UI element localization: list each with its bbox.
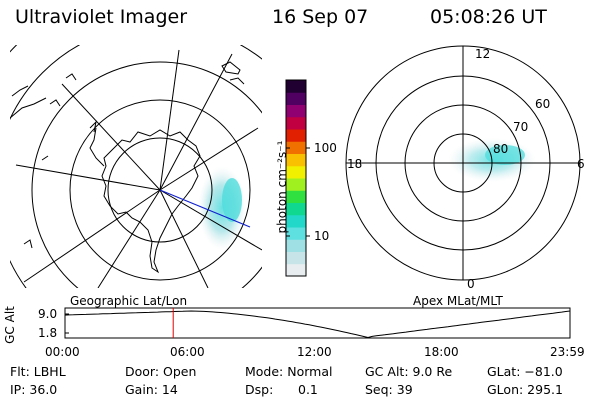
- info-ip: IP: 36.0: [10, 382, 58, 397]
- altitude-curve: [64, 310, 571, 339]
- apex-caption: Apex MLat/MLT: [413, 294, 503, 308]
- mlat-label-60: 60: [535, 97, 551, 111]
- colorbar-tick-100: 100: [314, 141, 337, 155]
- timeline-xtick-1200: 12:00: [297, 345, 332, 359]
- time-label: 05:08:26 UT: [430, 6, 547, 28]
- colorbar-segment: [286, 251, 306, 265]
- mlat-label-70: 70: [513, 120, 529, 134]
- timeline-ytick-9: 9.0: [38, 307, 58, 321]
- colorbar-segment: [286, 80, 306, 93]
- colorbar-segment: [286, 104, 306, 118]
- colorbar-gradient: [286, 80, 306, 277]
- geographic-map: [10, 45, 262, 288]
- colorbar-segment: [286, 190, 306, 203]
- info-glat: GLat: −81.0: [487, 364, 563, 379]
- info-seq: Seq: 39: [365, 382, 413, 397]
- info-gain: Gain: 14: [125, 382, 178, 397]
- timeline-xtick-0600: 06:00: [170, 345, 205, 359]
- colorbar-segment: [286, 178, 306, 191]
- geographic-caption: Geographic Lat/Lon: [70, 294, 188, 308]
- instrument-title: Ultraviolet Imager: [15, 6, 188, 28]
- date-label: 16 Sep 07: [272, 6, 369, 28]
- timeline-xtick-2359: 23:59: [550, 345, 585, 359]
- timeline-xtick-0000: 00:00: [45, 345, 80, 359]
- info-flt: Flt: LBHL: [10, 364, 66, 379]
- altitude-timeline: [64, 307, 571, 339]
- colorbar-segment: [286, 129, 306, 142]
- info-dsp-value: 0.1: [298, 382, 318, 397]
- info-gc-alt: GC Alt: 9.0 Re: [365, 364, 453, 379]
- colorbar-segment: [286, 214, 306, 228]
- timeline-ytick-1-8: 1.8: [38, 326, 58, 340]
- colorbar-tick-10: 10: [314, 229, 330, 243]
- colorbar-segment: [286, 153, 306, 167]
- auroral-emission-right-core: [485, 145, 525, 165]
- colorbar-segment: [286, 92, 306, 105]
- mlt-label-0: 0: [467, 277, 475, 291]
- timeline-ylabel: GC Alt: [2, 306, 17, 344]
- magnetic-polar-map: [345, 45, 581, 281]
- mlt-label-12: 12: [475, 47, 491, 61]
- info-dsp-label: Dsp:: [245, 382, 274, 397]
- mlat-label-80: 80: [493, 142, 509, 156]
- timeline-xtick-1800: 18:00: [424, 345, 459, 359]
- colorbar-segment: [286, 227, 306, 240]
- info-glon: GLon: 295.1: [487, 382, 563, 397]
- colorbar: [285, 79, 310, 277]
- orbit-track-line: [159, 189, 251, 228]
- colorbar-unit-label: photon cm⁻²s⁻¹: [275, 140, 289, 234]
- colorbar-segment: [286, 202, 306, 216]
- colorbar-segment: [286, 165, 306, 179]
- info-mode: Mode: Normal: [245, 364, 333, 379]
- colorbar-segment: [286, 116, 306, 130]
- colorbar-segment: [286, 141, 306, 154]
- auroral-emission-core: [222, 178, 242, 222]
- colorbar-segment: [286, 263, 306, 277]
- mlt-label-6: 6: [577, 157, 585, 171]
- colorbar-segment: [286, 239, 306, 252]
- mlt-label-18: 18: [347, 157, 363, 171]
- info-door: Door: Open: [125, 364, 197, 379]
